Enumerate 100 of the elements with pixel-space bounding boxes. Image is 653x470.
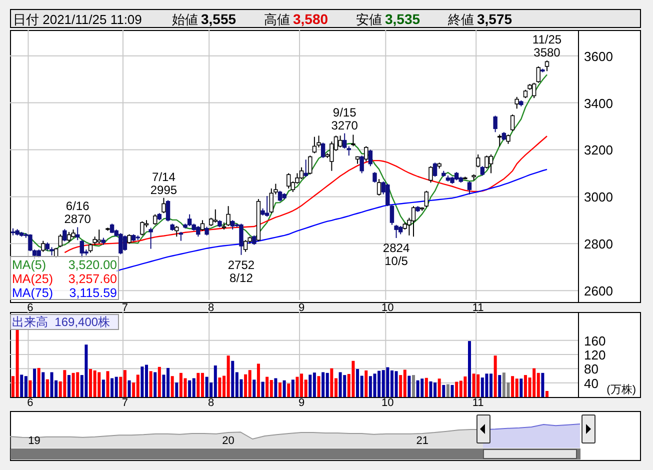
bar — [248, 370, 252, 397]
candlestick — [368, 149, 373, 167]
bar — [28, 380, 32, 397]
bar — [170, 376, 174, 397]
annotation: 7/14 2995 — [150, 170, 178, 197]
bar — [455, 382, 458, 397]
bar — [20, 374, 24, 397]
bar — [192, 378, 196, 397]
candlestick — [484, 155, 489, 170]
bar — [291, 380, 294, 397]
bar — [226, 356, 230, 397]
bar — [464, 376, 467, 397]
bar — [50, 372, 54, 397]
bar — [244, 374, 248, 397]
bar — [343, 375, 346, 397]
candlestick — [506, 134, 510, 144]
bar — [76, 372, 80, 397]
candlestick — [264, 195, 270, 218]
candlestick — [432, 162, 438, 178]
x-tick-label: 9 — [298, 397, 305, 409]
bar — [403, 370, 406, 397]
bar — [102, 380, 105, 397]
y-tick-label: 2800 — [584, 236, 613, 252]
x-tick-label: 7 — [122, 302, 128, 314]
bar — [356, 369, 360, 397]
bar — [196, 372, 200, 397]
bar — [287, 384, 290, 397]
bar — [472, 374, 476, 397]
bar — [520, 378, 523, 397]
bar — [476, 374, 480, 397]
bar — [252, 380, 256, 397]
bar — [72, 372, 75, 397]
candlestick — [498, 134, 502, 147]
bar — [420, 378, 424, 397]
y-tick-label: 3600 — [584, 48, 613, 64]
x-tick-label: 6 — [27, 397, 34, 409]
bar — [338, 372, 342, 397]
bar — [231, 360, 234, 397]
candlestick — [166, 200, 170, 222]
bar — [408, 376, 411, 397]
x-tick-label: 21 — [416, 435, 428, 447]
bar — [468, 341, 471, 397]
bar — [373, 374, 376, 397]
candlestick — [476, 154, 480, 168]
y-tick-label: 40 — [584, 376, 598, 391]
bar — [546, 390, 548, 397]
bar — [136, 374, 140, 397]
bar — [63, 370, 66, 397]
candlestick — [544, 60, 550, 72]
x-tick-label: 11 — [472, 302, 484, 314]
bar — [322, 372, 325, 397]
series-label: MA(25) — [12, 272, 53, 286]
text: 始値 — [172, 12, 198, 27]
bar — [218, 378, 222, 397]
x-tick-label: 20 — [222, 435, 234, 447]
bar — [205, 376, 208, 397]
candlestick — [200, 220, 205, 232]
bar — [149, 371, 152, 397]
bar — [84, 344, 88, 397]
bar — [200, 372, 204, 397]
x-tick-label: 6 — [27, 302, 34, 314]
candlestick — [243, 240, 248, 252]
candlestick — [488, 154, 494, 174]
candlestick — [376, 178, 382, 196]
y-tick-label: 160 — [584, 333, 606, 348]
candlestick — [80, 240, 84, 258]
candlestick — [428, 166, 433, 184]
candlestick — [127, 234, 132, 244]
bar — [296, 376, 299, 397]
bar — [106, 371, 110, 397]
candlestick — [514, 96, 519, 110]
candlestick — [226, 206, 230, 227]
bar — [274, 378, 278, 397]
candlestick — [174, 226, 179, 238]
x-tick-label: 8 — [208, 397, 214, 409]
annotation: 2752 8/12 — [228, 258, 255, 285]
bar — [412, 375, 415, 397]
y-tick-label: 120 — [584, 348, 606, 362]
bar — [24, 376, 28, 397]
x-tick-label: 10 — [382, 397, 394, 409]
annotation: 11/25 3580 — [532, 32, 562, 60]
bar — [498, 375, 502, 397]
series-label: MA(5) — [12, 258, 46, 272]
candlestick — [360, 155, 364, 174]
bar — [352, 360, 355, 397]
text: 3,580 — [293, 11, 328, 27]
bar — [532, 368, 536, 397]
candlestick — [230, 220, 235, 230]
x-tick-label: 8 — [208, 302, 214, 314]
annotation: 3,115.59 — [69, 286, 118, 300]
bar — [154, 372, 157, 397]
candlestick — [480, 166, 485, 176]
candlestick — [510, 114, 515, 132]
bar — [37, 368, 40, 397]
candlestick — [424, 190, 429, 208]
candlestick — [372, 172, 377, 184]
bar — [214, 365, 217, 397]
line-series — [64, 136, 548, 254]
bar — [326, 372, 329, 397]
bar — [429, 381, 432, 397]
